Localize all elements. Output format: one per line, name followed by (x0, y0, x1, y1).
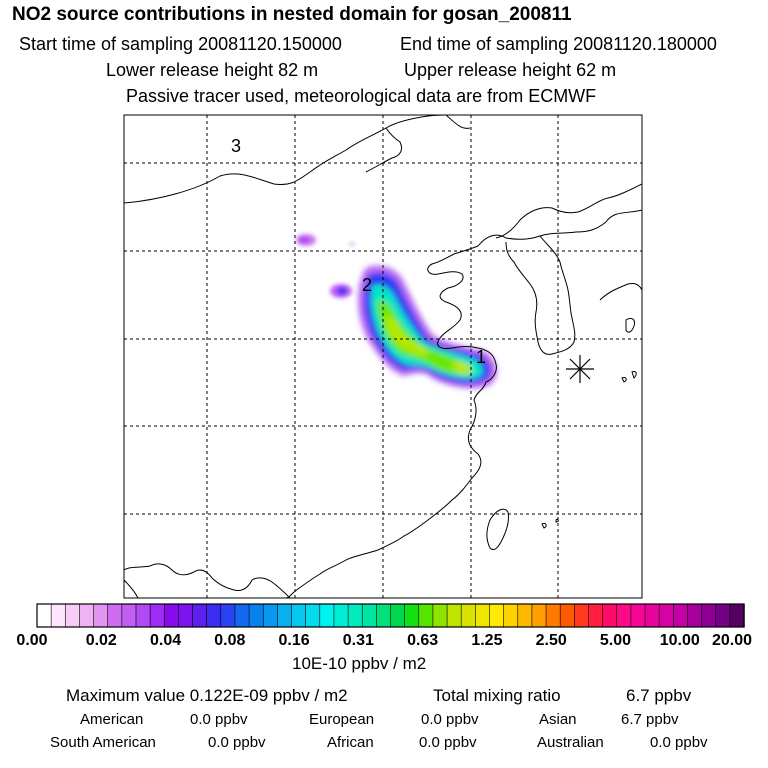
colorbar-swatch (121, 603, 137, 628)
map-panel: 3 2 1 (123, 114, 643, 599)
colorbar-swatch (687, 603, 703, 628)
colorbar-swatch (616, 603, 632, 628)
tracer-note: Passive tracer used, meteorological data… (126, 86, 597, 106)
colorbar-swatch (672, 603, 689, 628)
colorbar-swatch (234, 603, 250, 628)
colorbar-swatch (489, 603, 505, 628)
region-european-name: European (309, 711, 375, 728)
colorbar-swatch (79, 603, 95, 628)
colorbar-tick-label: 5.00 (600, 632, 631, 649)
colorbar-swatch (446, 603, 462, 628)
coastlines (124, 115, 642, 598)
colorbar-swatch (206, 603, 222, 628)
total-mixing-value: 6.7 ppbv (626, 686, 692, 705)
colorbar-swatch (376, 603, 392, 628)
colorbar-tick-label: 0.63 (407, 632, 438, 649)
region-south-american-name: South American (50, 734, 156, 751)
colorbar-swatch (319, 603, 335, 628)
region-south-american-value: 0.0 ppbv (208, 734, 266, 751)
region-australian-name: Australian (537, 734, 604, 751)
region-label-3: 3 (231, 136, 241, 156)
region-asian-name: Asian (539, 711, 577, 728)
region-asian-value: 6.7 ppbv (621, 711, 679, 728)
colorbar-swatch (305, 603, 321, 628)
colorbar-swatch (715, 603, 731, 628)
colorbar-swatch (418, 603, 434, 628)
upper-release-height: Upper release height 62 m (404, 60, 617, 80)
colorbar-tick-label: 0.02 (86, 632, 117, 649)
region-african-name: African (327, 734, 374, 751)
colorbar-swatch (333, 603, 349, 628)
colorbar-swatch (460, 603, 477, 628)
colorbar-swatch (149, 603, 165, 628)
region-american-value: 0.0 ppbv (190, 711, 248, 728)
colorbar-swatch (503, 603, 519, 628)
colorbar-swatch (701, 603, 717, 628)
lower-release-height: Lower release height 82 m (106, 60, 319, 80)
region-american-name: American (80, 711, 144, 728)
colorbar-swatch (163, 603, 180, 628)
colorbar-unit: 10E-10 ppbv / m2 (292, 654, 427, 673)
colorbar-tick-label: 2.50 (536, 632, 567, 649)
colorbar-swatch (291, 603, 307, 628)
colorbar-tick-label: 10.00 (660, 632, 700, 649)
colorbar-swatch (475, 603, 491, 628)
colorbar-swatch (432, 603, 448, 628)
colorbar-swatch (630, 603, 646, 628)
colorbar-swatch (602, 603, 618, 628)
colorbar-swatch (517, 603, 533, 628)
colorbar-swatch (531, 603, 547, 628)
region-african-value: 0.0 ppbv (419, 734, 477, 751)
colorbar-swatch (347, 603, 363, 628)
concentration-plume (296, 234, 497, 389)
receptor-marker-icon (566, 355, 594, 383)
colorbar-tick-label: 0.04 (150, 632, 181, 649)
colorbar-swatch (588, 603, 604, 628)
colorbar-swatch (545, 603, 561, 628)
colorbar-swatch (248, 603, 264, 628)
colorbar-swatch (50, 603, 66, 628)
colorbar-swatch (178, 603, 194, 628)
max-value: Maximum value 0.122E-09 ppbv / m2 (66, 686, 348, 705)
colorbar-frame (36, 603, 745, 628)
total-mixing-label: Total mixing ratio (433, 686, 561, 705)
graticule (124, 115, 642, 598)
colorbar-swatch (36, 603, 52, 628)
colorbar-swatch (390, 603, 406, 628)
colorbar-swatch (277, 603, 293, 628)
colorbar (36, 603, 745, 628)
colorbar-tick-label: 0.16 (279, 632, 310, 649)
sampling-end-time: End time of sampling 20081120.180000 (400, 34, 717, 54)
colorbar-swatch (644, 603, 660, 628)
colorbar-swatch (574, 603, 590, 628)
colorbar-swatch (64, 603, 81, 628)
colorbar-tick-label: 20.00 (712, 632, 752, 649)
colorbar-tick-label: 0.08 (214, 632, 245, 649)
colorbar-tick-label: 0.00 (16, 632, 47, 649)
colorbar-swatch (220, 603, 236, 628)
colorbar-swatch (658, 603, 674, 628)
colorbar-swatch (729, 603, 745, 628)
plot-title: NO2 source contributions in nested domai… (12, 4, 572, 25)
region-label-1: 1 (476, 347, 486, 367)
sampling-start-time: Start time of sampling 20081120.150000 (19, 34, 342, 54)
region-european-value: 0.0 ppbv (421, 711, 479, 728)
colorbar-tick-label: 1.25 (471, 632, 502, 649)
colorbar-swatch (262, 603, 279, 628)
region-australian-value: 0.0 ppbv (650, 734, 708, 751)
colorbar-swatch (135, 603, 151, 628)
colorbar-swatch (361, 603, 378, 628)
colorbar-swatch (93, 603, 109, 628)
colorbar-swatch (192, 603, 208, 628)
colorbar-swatch (559, 603, 576, 628)
colorbar-tick-labels: 0.00 0.02 0.04 0.08 0.16 0.31 0.63 1.25 2.50 5.00… (16, 632, 752, 649)
region-label-2: 2 (362, 275, 372, 295)
colorbar-swatch (404, 603, 420, 628)
colorbar-swatch (107, 603, 123, 628)
colorbar-tick-label: 0.31 (343, 632, 374, 649)
